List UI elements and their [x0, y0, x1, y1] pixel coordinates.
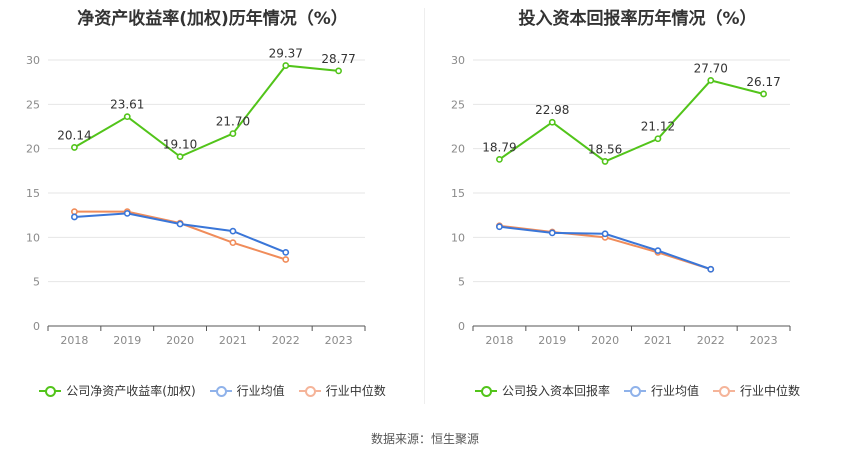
x-tick-label: 2023	[750, 334, 778, 347]
data-label: 18.56	[588, 142, 622, 156]
legend-label: 行业均值	[650, 384, 699, 398]
legend-item-industry-avg[interactable]: 行业均值	[209, 382, 285, 399]
legend-marker-icon	[623, 385, 646, 397]
y-tick-label: 30	[451, 54, 465, 67]
data-label: 20.14	[57, 128, 91, 142]
legend-item-industry-avg[interactable]: 行业均值	[623, 382, 699, 399]
data-point[interactable]	[176, 153, 184, 161]
data-point[interactable]	[548, 118, 556, 126]
data-label: 27.70	[694, 61, 728, 75]
legend-item-company[interactable]: 公司净资产收益率(加权)	[39, 382, 196, 399]
data-point[interactable]	[282, 62, 290, 69]
data-label: 28.77	[321, 52, 355, 66]
data-point[interactable]	[282, 249, 290, 256]
data-point[interactable]	[229, 130, 237, 137]
series-line	[74, 210, 287, 261]
series-line	[74, 212, 287, 254]
legend-marker-icon	[209, 385, 232, 397]
y-tick-label: 5	[33, 276, 40, 289]
data-point[interactable]	[601, 158, 609, 165]
data-point[interactable]	[176, 220, 184, 228]
data-point[interactable]	[71, 208, 78, 216]
legend-marker-icon	[474, 385, 497, 397]
legend-item-industry-median[interactable]: 行业中位数	[298, 382, 386, 399]
data-label: 26.17	[746, 75, 780, 89]
chart-roic: 0 5 10 15 20 25 30 2018 2019 2020 2021 2022 2023 18.7…	[451, 54, 791, 347]
x-tick-label: 2021	[219, 334, 247, 347]
y-tick-label: 10	[451, 231, 465, 244]
x-tick-label: 2020	[591, 334, 619, 347]
y-tick-label: 0	[458, 320, 465, 333]
data-label: 23.61	[110, 98, 144, 112]
y-tick-label: 25	[451, 98, 465, 111]
data-point[interactable]	[229, 227, 237, 235]
x-tick-label: 2023	[325, 334, 353, 347]
y-tick-label: 15	[26, 187, 40, 200]
data-point[interactable]	[601, 230, 609, 238]
data-point[interactable]	[654, 247, 662, 255]
legend-label: 公司投入资本回报率	[501, 384, 610, 398]
data-label: 18.79	[482, 140, 516, 154]
y-tick-label: 0	[33, 320, 40, 333]
x-tick-label: 2022	[697, 334, 725, 347]
data-point[interactable]	[760, 90, 767, 98]
source-note: 数据来源：恒生聚源	[370, 432, 479, 446]
chart-panel-roic: 投入资本回报率历年情况（%） 0 5 10 15 20 25 30 2018 2019 2020 2…	[425, 0, 850, 410]
series-line	[498, 79, 764, 163]
chart-title-roic: 投入资本回报率历年情况（%）	[518, 9, 757, 29]
chart-panel-roe: 净资产收益率(加权)历年情况（%） 0 5 10 15 20 25 30 2018 2019 20…	[0, 0, 425, 410]
x-tick-label: 2022	[272, 334, 300, 347]
data-label: 19.10	[163, 138, 197, 152]
data-point[interactable]	[335, 67, 342, 75]
y-tick-label: 10	[26, 231, 40, 244]
data-point[interactable]	[548, 229, 556, 237]
legend-label: 行业中位数	[740, 384, 801, 398]
chart-title-roe: 净资产收益率(加权)历年情况（%）	[77, 9, 348, 29]
legend-roic: 公司投入资本回报率 行业均值 行业中位数	[425, 382, 850, 399]
y-tick-label: 20	[26, 143, 40, 156]
panel-divider	[424, 8, 425, 404]
data-point[interactable]	[707, 76, 715, 84]
legend-item-company[interactable]: 公司投入资本回报率	[474, 382, 610, 399]
data-point[interactable]	[654, 135, 662, 143]
legend-label: 行业均值	[236, 384, 285, 398]
legend-item-industry-median[interactable]: 行业中位数	[713, 382, 800, 399]
x-tick-label: 2019	[113, 334, 141, 347]
y-tick-label: 30	[26, 54, 40, 67]
x-tick-label: 2021	[644, 334, 672, 347]
y-tick-label: 25	[26, 98, 40, 111]
data-point[interactable]	[496, 223, 503, 231]
data-label: 22.98	[535, 103, 569, 117]
x-tick-label: 2018	[60, 334, 88, 347]
legend-marker-icon	[298, 385, 321, 397]
legend-marker-icon	[713, 385, 735, 397]
series-line	[73, 64, 339, 158]
data-label: 21.12	[641, 120, 675, 134]
data-point[interactable]	[71, 213, 78, 221]
x-tick-label: 2020	[166, 334, 194, 347]
data-point[interactable]	[71, 144, 78, 151]
chart-roe: 0 5 10 15 20 25 30 2018 2019 2020 2021 2022 2023 20.1…	[26, 47, 366, 347]
y-tick-label: 20	[451, 143, 465, 156]
data-point[interactable]	[496, 155, 503, 163]
legend-label: 行业中位数	[325, 384, 386, 398]
data-point[interactable]	[282, 256, 290, 263]
data-label: 21.70	[216, 115, 250, 129]
legend-marker-icon	[39, 385, 62, 397]
x-tick-label: 2019	[538, 334, 566, 347]
y-tick-label: 5	[458, 276, 465, 289]
data-point[interactable]	[123, 209, 131, 217]
data-label: 29.37	[269, 47, 303, 61]
data-point[interactable]	[229, 239, 237, 247]
data-point[interactable]	[123, 113, 131, 121]
legend-label: 公司净资产收益率(加权)	[66, 384, 196, 398]
legend-roe: 公司净资产收益率(加权) 行业均值 行业中位数	[0, 382, 425, 399]
y-tick-label: 15	[451, 187, 465, 200]
data-point[interactable]	[707, 265, 715, 273]
x-tick-label: 2018	[485, 334, 513, 347]
